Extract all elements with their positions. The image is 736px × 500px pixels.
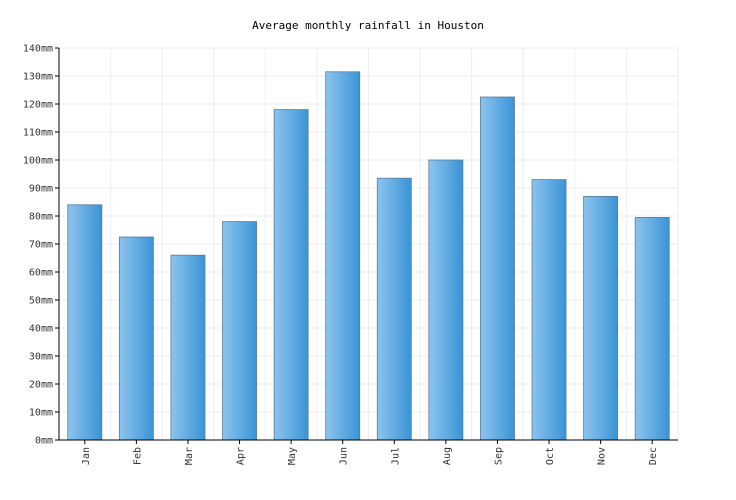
y-tick-label: 140mm [23, 44, 53, 55]
y-tick-label: 20mm [29, 380, 53, 391]
x-tick-label: Oct [545, 447, 556, 465]
bar-aug [428, 159, 464, 441]
bar-oct [531, 179, 567, 441]
y-tick-label: 0mm [35, 436, 53, 447]
y-tick-label: 40mm [29, 324, 53, 335]
y-tick-label: 130mm [23, 72, 53, 83]
axes [55, 47, 678, 444]
x-tick-label: Jun [339, 447, 350, 465]
bar-dec [634, 216, 670, 441]
bar-jul [376, 177, 412, 441]
x-tick-label: Feb [132, 447, 143, 465]
x-tick-label: Sep [493, 447, 504, 465]
bar-mar [170, 254, 206, 441]
y-tick-labels: 0mm 10mm 20mm 30mm 40mm 50mm 60mm 70mm 80mm 90mm 1… [23, 44, 53, 447]
y-tick-label: 90mm [29, 184, 53, 195]
grid-lines [58, 47, 679, 441]
bar-sep [480, 96, 515, 441]
x-tick-label: Mar [184, 447, 195, 465]
x-tick-label: May [287, 447, 298, 465]
y-tick-label: 10mm [29, 408, 53, 419]
y-tick-label: 100mm [23, 156, 53, 167]
x-tick-label: Jul [390, 447, 401, 465]
y-tick-label: 50mm [29, 296, 53, 307]
y-tick-label: 110mm [23, 128, 53, 139]
x-tick-label: Jan [81, 447, 92, 465]
y-tick-label: 60mm [29, 268, 53, 279]
x-tick-label: Apr [236, 447, 247, 465]
bar-may [273, 109, 309, 441]
y-tick-label: 30mm [29, 352, 53, 363]
x-tick-label: Dec [648, 447, 659, 465]
chart-title: Average monthly rainfall in Houston [252, 19, 484, 32]
x-tick-labels: Jan Feb Mar Apr May Jun Jul Aug Sep Oct Nov Dec [81, 447, 659, 465]
bar-jun [325, 71, 361, 441]
bars [67, 71, 670, 441]
y-tick-label: 80mm [29, 212, 53, 223]
bar-feb [118, 236, 154, 441]
y-tick-label: 70mm [29, 240, 53, 251]
bar-apr [222, 221, 257, 441]
x-tick-label: Aug [442, 447, 453, 465]
bar-nov [583, 195, 619, 441]
y-tick-label: 120mm [23, 100, 53, 111]
x-tick-label: Nov [597, 447, 608, 465]
bar-jan [67, 204, 103, 441]
